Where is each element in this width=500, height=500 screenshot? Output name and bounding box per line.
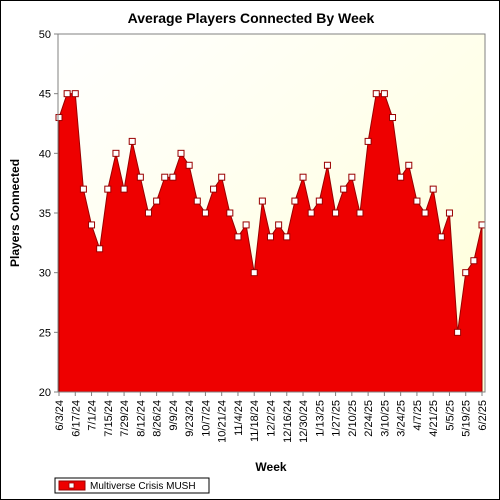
x-tick-label: 2/10/25 [347,400,359,437]
y-tick-label: 50 [39,29,51,41]
data-point [193,197,201,205]
data-point [210,185,218,193]
x-tick-label: 2/24/25 [363,400,375,437]
data-point [144,209,152,217]
data-point [275,221,283,229]
legend: Multiverse Crisis MUSH [54,477,210,494]
data-point [201,209,209,217]
legend-label: Multiverse Crisis MUSH [90,481,196,492]
data-point [226,209,234,217]
data-point [218,173,226,181]
marker-layer [55,90,486,336]
data-point [120,185,128,193]
data-point [128,137,136,145]
data-point [372,90,380,98]
data-point [478,221,486,229]
x-tick-label: 5/5/25 [444,400,456,431]
y-tick-label: 45 [39,89,51,101]
data-point [437,233,445,241]
data-point [397,173,405,181]
data-point [267,233,274,241]
x-tick-label: 12/2/24 [266,400,278,437]
data-point [340,185,348,193]
x-tick-label: 5/19/25 [461,400,473,437]
chart-title: Average Players Connected By Week [128,10,375,26]
x-tick-label: 4/7/25 [412,400,424,431]
x-axis: 6/3/24 6/17/24 7/1/24 7/15/24 7/29/24 8/12/24… [54,392,489,443]
x-tick-label: 10/7/24 [200,400,212,437]
data-point [161,173,169,181]
y-tick-label: 25 [39,327,51,339]
data-point [413,197,421,205]
data-point [389,114,397,122]
data-point [250,269,258,277]
data-point [323,161,331,169]
x-axis-label: Week [255,460,286,474]
data-point [421,209,429,217]
y-axis-label: Players Connected [8,159,22,267]
data-point [112,149,120,157]
data-point [315,197,323,205]
x-tick-label: 12/16/24 [282,400,294,443]
x-tick-label: 8/26/24 [152,400,164,437]
x-tick-label: 7/29/24 [119,400,131,437]
data-point [307,209,315,217]
x-tick-label: 6/2/25 [477,400,489,431]
data-point [429,185,437,193]
x-tick-label: 8/12/24 [135,400,147,437]
data-point [291,197,299,205]
data-point [462,269,470,277]
x-tick-label: 6/3/24 [54,400,66,431]
data-point [380,90,388,98]
data-point [405,161,413,169]
x-tick-label: 7/1/24 [87,400,99,431]
y-tick-label: 35 [39,208,51,220]
data-point [177,149,185,157]
x-tick-label: 9/9/24 [168,400,180,431]
x-tick-label: 1/13/25 [314,400,326,437]
x-tick-label: 3/10/25 [379,400,391,437]
data-point [332,209,340,217]
data-point [88,221,96,229]
data-point [242,221,250,229]
data-point [364,137,372,145]
x-tick-label: 10/21/24 [217,400,229,443]
x-tick-label: 1/27/25 [331,400,343,437]
data-point [258,197,266,205]
x-tick-label: 6/17/24 [70,400,82,437]
data-point [454,328,462,336]
data-point [63,90,71,98]
data-point [348,173,356,181]
data-point [104,185,112,193]
x-tick-label: 3/24/25 [396,400,408,437]
y-tick-label: 20 [39,387,51,399]
legend-box [54,477,210,494]
data-point [445,209,453,217]
x-tick-label: 4/21/25 [428,400,440,437]
data-point [55,114,63,122]
x-tick-label: 12/30/24 [298,400,310,443]
x-tick-label: 11/18/24 [249,400,261,442]
data-point [71,90,79,98]
x-tick-label: 11/4/24 [233,400,245,436]
y-tick-label: 30 [39,268,51,280]
data-point [79,185,87,193]
data-point [234,233,242,241]
data-point [96,245,104,253]
data-point [136,173,144,181]
x-tick-label: 9/23/24 [184,400,196,437]
data-point [153,197,161,205]
x-tick-label: 7/15/24 [103,400,115,437]
data-point [185,161,193,169]
legend-marker [68,482,75,489]
y-tick-label: 40 [39,148,51,160]
y-axis: 20 25 30 35 40 45 50 [39,29,58,399]
data-point [299,173,307,181]
data-point [169,173,177,181]
data-point [356,209,364,217]
data-point [283,233,291,241]
data-point [470,257,478,265]
